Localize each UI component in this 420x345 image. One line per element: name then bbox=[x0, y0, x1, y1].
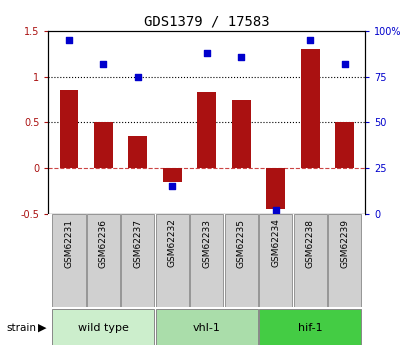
Point bbox=[273, 207, 279, 213]
Text: GSM62235: GSM62235 bbox=[237, 219, 246, 268]
Bar bbox=[259, 214, 292, 307]
Point bbox=[238, 54, 245, 59]
Text: ▶: ▶ bbox=[38, 323, 46, 333]
Bar bbox=[266, 168, 285, 209]
Bar bbox=[259, 309, 361, 345]
Bar bbox=[294, 214, 327, 307]
Title: GDS1379 / 17583: GDS1379 / 17583 bbox=[144, 14, 270, 29]
Text: GSM62238: GSM62238 bbox=[306, 219, 315, 268]
Bar bbox=[60, 90, 79, 168]
Bar bbox=[163, 168, 182, 182]
Point bbox=[100, 61, 107, 67]
Point bbox=[134, 74, 141, 79]
Text: GSM62236: GSM62236 bbox=[99, 219, 108, 268]
Bar bbox=[190, 214, 223, 307]
Text: vhl-1: vhl-1 bbox=[193, 323, 221, 333]
Text: strain: strain bbox=[6, 323, 36, 333]
Bar bbox=[129, 136, 147, 168]
Text: GSM62234: GSM62234 bbox=[271, 219, 280, 267]
Bar bbox=[197, 92, 216, 168]
Bar bbox=[225, 214, 258, 307]
Bar bbox=[87, 214, 120, 307]
Bar bbox=[301, 49, 320, 168]
Bar bbox=[156, 309, 258, 345]
Bar bbox=[232, 100, 251, 168]
Bar bbox=[335, 122, 354, 168]
Bar bbox=[156, 214, 189, 307]
Bar bbox=[328, 214, 361, 307]
Bar bbox=[52, 214, 86, 307]
Bar bbox=[94, 122, 113, 168]
Text: GSM62231: GSM62231 bbox=[65, 219, 73, 268]
Point bbox=[66, 37, 72, 43]
Text: GSM62239: GSM62239 bbox=[340, 219, 349, 268]
Text: GSM62232: GSM62232 bbox=[168, 219, 177, 267]
Bar bbox=[52, 309, 155, 345]
Point bbox=[204, 50, 210, 56]
Text: GSM62233: GSM62233 bbox=[202, 219, 211, 268]
Bar bbox=[121, 214, 155, 307]
Point bbox=[307, 37, 314, 43]
Point bbox=[169, 184, 176, 189]
Text: wild type: wild type bbox=[78, 323, 129, 333]
Text: hif-1: hif-1 bbox=[298, 323, 323, 333]
Text: GSM62237: GSM62237 bbox=[134, 219, 142, 268]
Point bbox=[341, 61, 348, 67]
